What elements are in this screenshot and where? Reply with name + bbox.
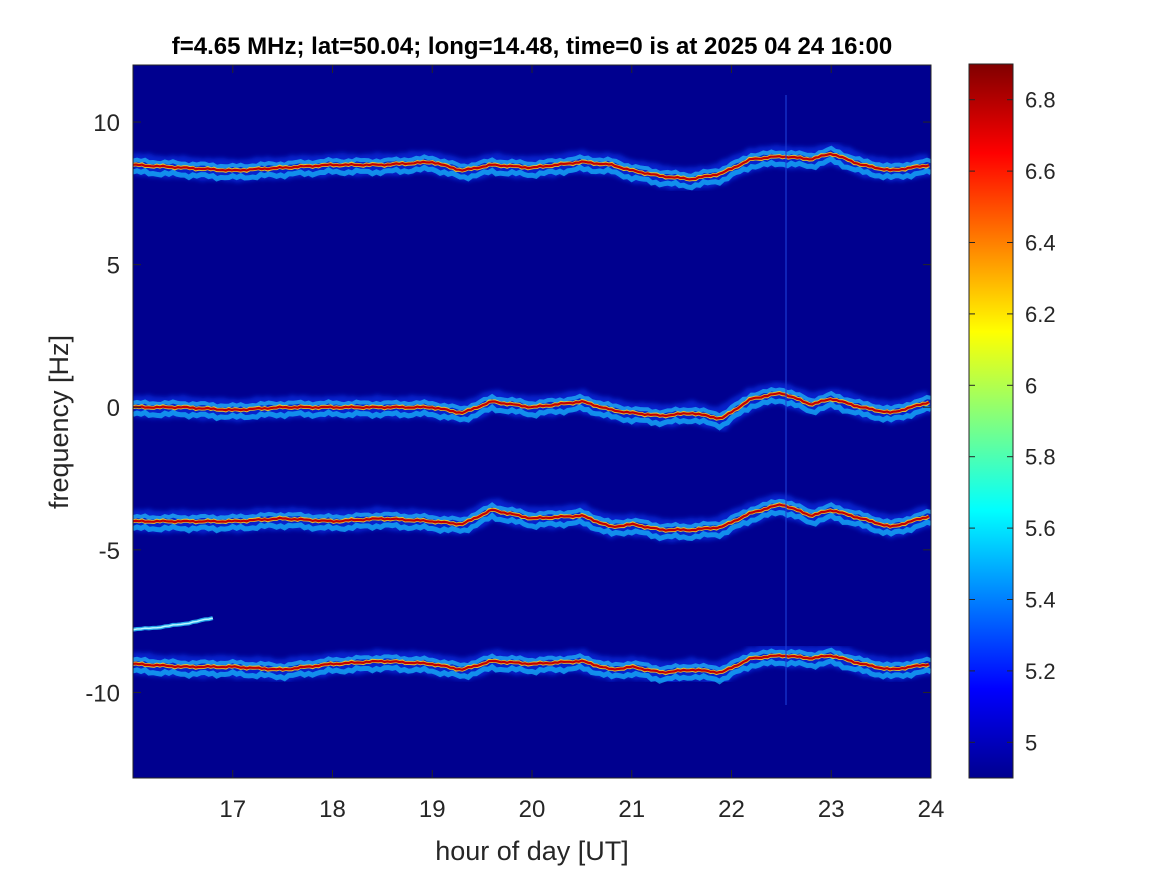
x-axis-ticks: 17 18 19 20 21 22 23 24 [219, 65, 944, 823]
trace-band [133, 143, 931, 191]
x-tick-label: 19 [419, 796, 446, 823]
x-tick-label: 22 [718, 796, 745, 823]
colorbar-tick-label: 6.4 [1025, 231, 1056, 256]
trace-upper-spread [133, 387, 931, 418]
colorbar-tick-label: 6.6 [1025, 159, 1056, 184]
y-tick-label: -5 [99, 538, 120, 565]
trace-core [133, 152, 930, 181]
chart-title: f=4.65 MHz; lat=50.04; long=14.48, time=… [172, 33, 892, 60]
y-axis-ticks: 10 5 0 -5 -10 [85, 110, 931, 707]
colorbar [968, 63, 1014, 779]
y-axis-label: frequency [Hz] [44, 335, 74, 509]
x-tick-label: 21 [618, 796, 645, 823]
colorbar-tick-label: 6.2 [1025, 302, 1056, 327]
trace-core [133, 654, 930, 674]
spectrogram-traces [133, 143, 931, 685]
trace-band [133, 381, 931, 432]
colorbar-tick-label: 5.6 [1025, 516, 1056, 541]
colorbar-tick-label: 5.8 [1025, 445, 1056, 470]
x-tick-label: 18 [319, 796, 346, 823]
trace-lower-spread [133, 155, 931, 191]
y-tick-label: -10 [85, 680, 120, 707]
x-axis-label: hour of day [UT] [435, 836, 629, 866]
x-tick-label: 23 [818, 796, 845, 823]
x-tick-label: 20 [519, 796, 546, 823]
colorbar-tick-label: 5.4 [1025, 588, 1056, 613]
colorbar-tick-label: 5 [1025, 730, 1037, 755]
trace-core [133, 391, 930, 420]
colorbar-tick-label: 6 [1025, 373, 1037, 398]
y-tick-label: 10 [93, 110, 120, 137]
colorbar-ticks: 6.8 6.6 6.4 6.2 6 5.8 5.6 5.4 5.2 5 [969, 88, 1056, 755]
trace-lower-spread [133, 657, 931, 685]
x-tick-label: 17 [219, 796, 246, 823]
short-trace [133, 616, 214, 632]
trace-core [133, 503, 930, 532]
trace-upper-spread [133, 647, 931, 672]
short-trace-core [133, 617, 213, 631]
trace-upper-spread [133, 145, 931, 178]
trace-band [133, 493, 931, 543]
y-tick-label: 5 [107, 253, 120, 280]
trace-lower-spread [133, 397, 931, 431]
trace-upper-spread [133, 498, 931, 529]
colorbar-tick-label: 5.2 [1025, 659, 1056, 684]
x-tick-label: 24 [918, 796, 945, 823]
trace-lower-spread [133, 509, 931, 542]
trace-band [133, 643, 931, 685]
y-tick-label: 0 [107, 395, 120, 422]
colorbar-tick-label: 6.8 [1025, 88, 1056, 113]
